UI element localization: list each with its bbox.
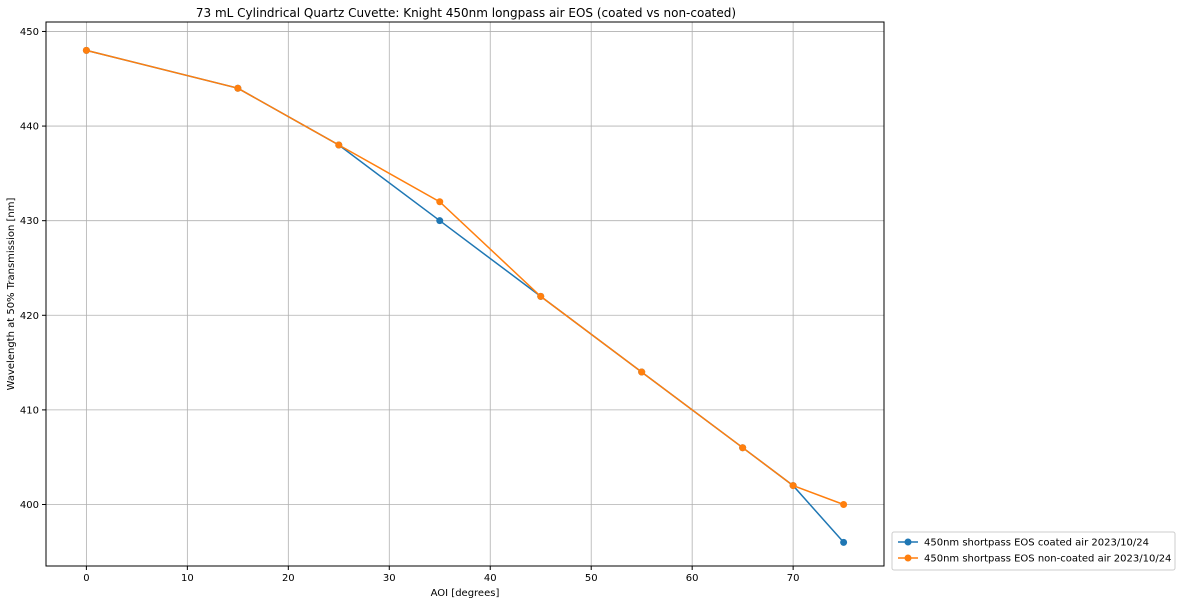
legend-box: [891, 531, 1176, 571]
series-2-point: [840, 501, 848, 509]
x-tick-label: 30: [383, 573, 396, 584]
x-tick-label: 70: [787, 573, 800, 584]
series-2-point: [537, 292, 545, 300]
x-tick-label: 60: [686, 573, 699, 584]
x-axis-label: AOI [degrees]: [431, 588, 500, 599]
series-2-point: [638, 368, 646, 376]
legend-marker: [904, 554, 912, 562]
y-tick-label: 420: [20, 311, 39, 322]
plot-area-frame: [45, 21, 885, 567]
y-tick-label: 410: [20, 405, 39, 416]
y-axis: 400 410 420 430 440 450: [20, 27, 46, 511]
series-2-point: [82, 46, 90, 54]
chart-title: 73 mL Cylindrical Quartz Cuvette: Knight…: [196, 6, 736, 20]
series-2-point: [436, 198, 444, 206]
series-2-point: [789, 482, 797, 490]
legend: 450nm shortpass EOS coated air 2023/10/2…: [891, 531, 1176, 571]
y-tick-label: 450: [20, 27, 39, 38]
series-2: [82, 46, 848, 509]
y-tick-label: 400: [20, 500, 39, 511]
y-axis-label: Wavelength at 50% Transmission [nm]: [6, 198, 17, 391]
legend-label: 450nm shortpass EOS coated air 2023/10/2…: [924, 538, 1149, 549]
x-tick-label: 10: [181, 573, 194, 584]
legend-label: 450nm shortpass EOS non-coated air 2023/…: [924, 554, 1171, 565]
series-1-point: [840, 538, 848, 546]
x-axis: 0 10 20 30 40 50 60 70: [83, 566, 799, 584]
x-tick-label: 20: [282, 573, 295, 584]
legend-entry: 450nm shortpass EOS coated air 2023/10/2…: [898, 538, 1149, 549]
legend-marker: [904, 538, 912, 546]
series-2-point: [335, 141, 343, 149]
series-1-point: [436, 217, 444, 225]
series-2-point: [739, 444, 747, 452]
x-tick-label: 40: [484, 573, 497, 584]
legend-entry: 450nm shortpass EOS non-coated air 2023/…: [898, 554, 1171, 565]
series-layer: [82, 46, 848, 546]
series-2-point: [234, 84, 242, 92]
y-tick-label: 430: [20, 216, 39, 227]
y-tick-label: 440: [20, 122, 39, 133]
grid-lines: [46, 22, 884, 566]
x-tick-label: 50: [585, 573, 598, 584]
x-tick-label: 0: [83, 573, 89, 584]
